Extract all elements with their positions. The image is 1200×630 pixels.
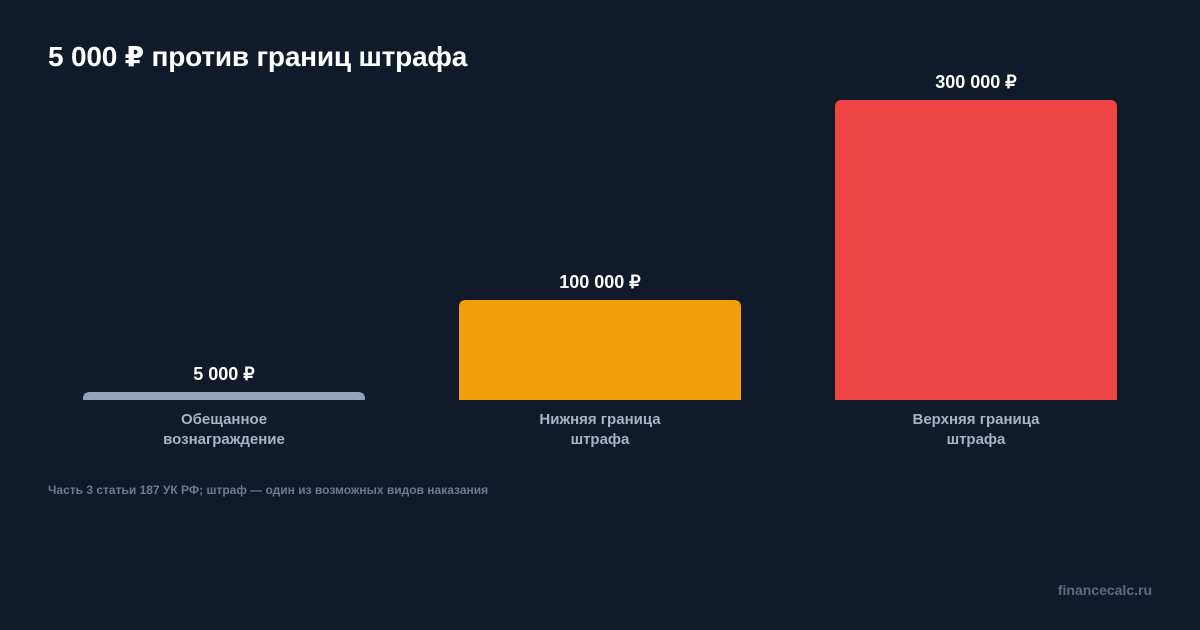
- category-label: Обещанное: [181, 411, 267, 428]
- bar-value-label: 5 000 ₽: [193, 364, 255, 384]
- category-label: Нижняя граница: [539, 411, 661, 428]
- bar-1: [83, 392, 365, 400]
- bar-2: [459, 300, 741, 400]
- chart-title: 5 000 ₽ против границ штрафа: [48, 41, 468, 72]
- bar-value-label: 100 000 ₽: [559, 272, 641, 292]
- category-label: штрафа: [947, 431, 1006, 448]
- category-label: вознаграждение: [163, 431, 285, 448]
- category-label: Верхняя граница: [913, 411, 1041, 428]
- brand-watermark: financecalc.ru: [1057, 582, 1152, 598]
- bar-3: [835, 100, 1117, 400]
- category-label: штрафа: [571, 431, 630, 448]
- bar-value-label: 300 000 ₽: [935, 72, 1017, 92]
- footnote: Часть 3 статьи 187 УК РФ; штраф — один и…: [48, 483, 489, 497]
